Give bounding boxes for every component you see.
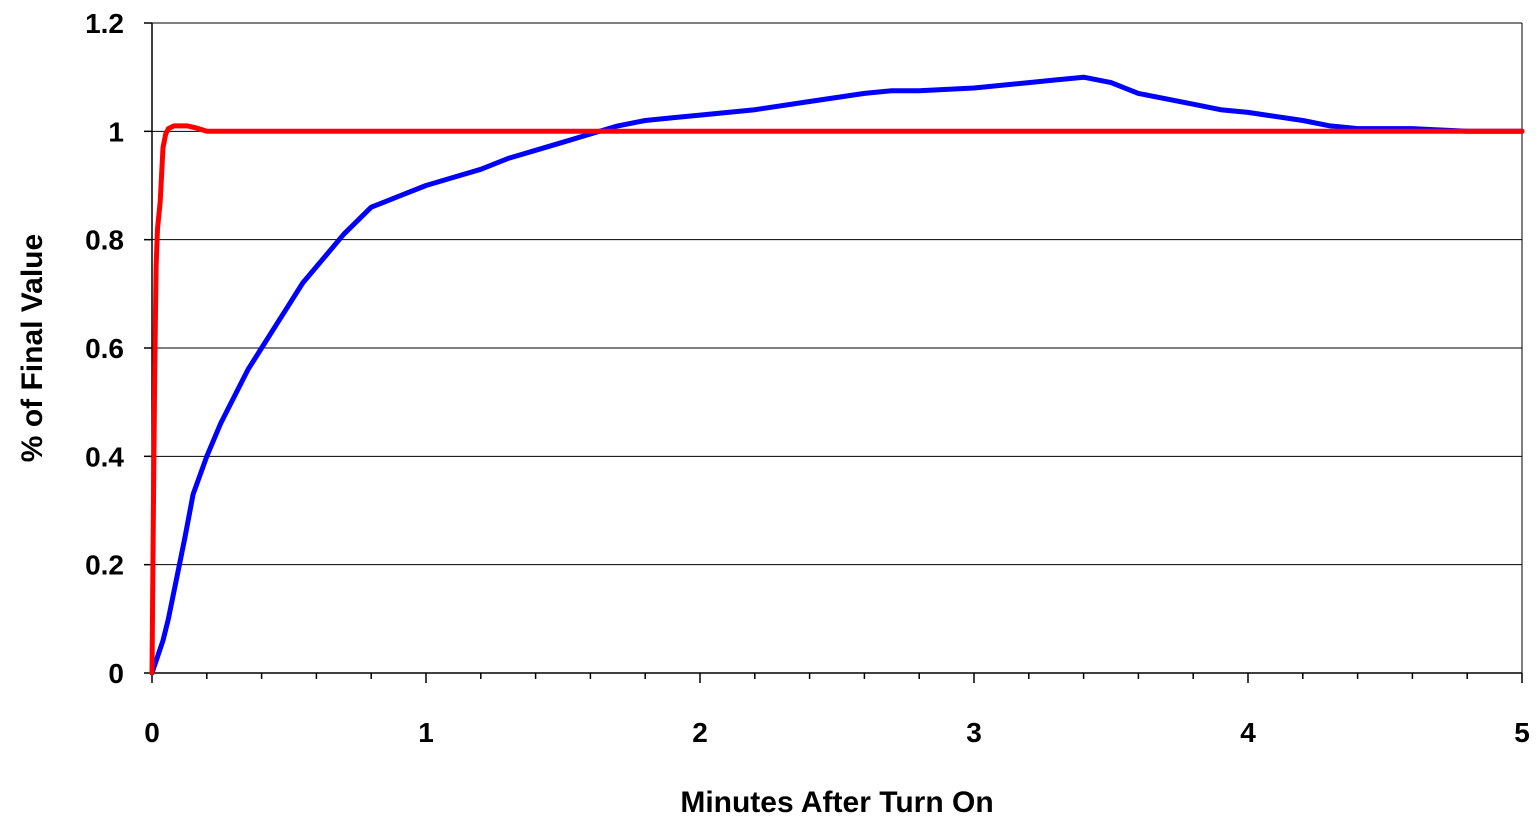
y-tick-label: 1 <box>108 116 124 147</box>
series-line-2 <box>149 123 1525 676</box>
x-tick-label: 4 <box>1240 717 1256 748</box>
x-tick-label: 3 <box>966 717 982 748</box>
x-tick-label: 2 <box>692 717 708 748</box>
y-tick-label: 0 <box>108 658 124 689</box>
y-tick-label: 1.2 <box>85 8 124 39</box>
y-tick-label: 0.2 <box>85 550 124 581</box>
series-line-1 <box>149 74 1525 676</box>
gridlines <box>152 22 1522 566</box>
axis-ticks: 0 0.2 0.4 0.6 0.8 1 1.2 0 1 2 3 4 5 <box>85 8 1530 748</box>
y-tick-label: 0.4 <box>85 441 124 472</box>
y-tick-label: 0.8 <box>85 225 124 256</box>
x-tick-label: 1 <box>418 717 434 748</box>
series-lines <box>149 74 1525 676</box>
x-tick-label: 5 <box>1514 717 1530 748</box>
y-axis-title: % of Final Value <box>16 234 49 462</box>
x-axis-title: Minutes After Turn On <box>680 786 993 819</box>
x-tick-label: 0 <box>144 717 160 748</box>
y-tick-label: 0.6 <box>85 333 124 364</box>
